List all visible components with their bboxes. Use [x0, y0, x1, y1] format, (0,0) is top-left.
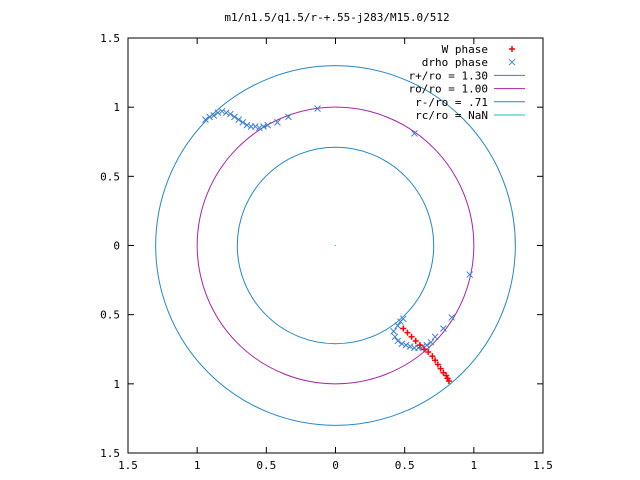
- drho-phase-point: [431, 333, 439, 341]
- y-tick-label: 1: [113, 101, 120, 114]
- w-phase-point: [400, 325, 407, 332]
- drho-phase-point: [466, 271, 474, 278]
- drho-phase-point: [314, 105, 321, 112]
- drho-phase-point: [256, 124, 263, 132]
- reference-circles: [155, 65, 516, 426]
- legend-w-phase: W phase: [442, 43, 515, 56]
- legend-r-plus: r+/ro = 1.30: [409, 69, 525, 82]
- drho-phase-point: [239, 119, 247, 126]
- legend-label: ro/ro = 1.00: [409, 83, 488, 96]
- x-tick-label: 0.5: [256, 459, 276, 472]
- ro-circle: [196, 106, 475, 385]
- drho-phase-point: [222, 109, 230, 117]
- drho-phase-point: [390, 327, 397, 335]
- r-plus-circle: [155, 65, 516, 426]
- x-tick-label: 1.5: [118, 459, 138, 472]
- w-phase-point: [425, 349, 432, 356]
- x-tick-label: 1: [471, 459, 478, 472]
- drho-phase-point: [264, 121, 272, 129]
- drho-phase-point: [231, 113, 238, 121]
- drho-phase-point: [260, 123, 267, 130]
- drho-phase-point: [227, 110, 234, 118]
- drho-phase-point: [274, 119, 281, 126]
- drho-phase-point: [427, 338, 435, 346]
- data-points: [202, 105, 474, 385]
- drho-phase-point: [402, 341, 410, 349]
- drho-phase-point: [423, 341, 431, 349]
- legend-r-minus: r-/ro = .71: [415, 96, 525, 109]
- drho-phase-point: [206, 113, 213, 121]
- drho-phase-point: [448, 314, 456, 321]
- drho-phase-point: [406, 343, 414, 350]
- w-phase-point: [421, 346, 428, 353]
- drho-phase-point: [410, 130, 418, 137]
- legend-marker: [508, 58, 516, 66]
- x-tick-label: 0.5: [395, 459, 415, 472]
- drho-phase-point: [235, 116, 243, 123]
- legend-ro: ro/ro = 1.00: [409, 83, 525, 96]
- drho-phase-point: [391, 333, 399, 341]
- y-tick-label: 0.5: [100, 170, 120, 183]
- w-phase-point: [412, 337, 419, 344]
- drho-phase-point: [399, 315, 407, 323]
- legend-label: r-/ro = .71: [415, 96, 488, 109]
- y-tick-label: 0: [113, 240, 120, 253]
- y-tick-label: 1.5: [100, 32, 120, 45]
- axis-tick-labels: 1.5 1 0.5 0 0.5 1 1.51.510.500.511.5: [100, 32, 553, 472]
- x-tick-label: 0: [332, 459, 339, 472]
- x-tick-label: 1: [194, 459, 201, 472]
- legend-label: drho phase: [422, 56, 488, 69]
- w-phase-point: [404, 329, 411, 336]
- w-phase-point: [416, 342, 423, 349]
- origin-dot: [334, 244, 337, 247]
- drho-phase-point: [202, 116, 209, 123]
- w-phase-point: [445, 378, 452, 385]
- legend-marker: [509, 46, 515, 52]
- legend-rc: rc/ro = NaN: [415, 109, 525, 122]
- w-phase-point: [434, 361, 441, 368]
- y-tick-label: 1.5: [100, 447, 120, 460]
- axis-ticks: [127, 37, 544, 454]
- chart-title: m1/n1.5/q1.5/r-+.55-j283/M15.0/512: [224, 11, 449, 24]
- drho-phase-point: [218, 107, 226, 115]
- drho-phase-point: [410, 344, 418, 352]
- w-phase-point: [408, 333, 415, 340]
- w-phase-point: [437, 365, 444, 372]
- r-minus-circle: [236, 146, 435, 345]
- legend-label: r+/ro = 1.30: [409, 69, 488, 82]
- drho-phase-point: [398, 340, 406, 348]
- drho-phase-point: [251, 123, 259, 130]
- drho-phase-point: [243, 121, 251, 129]
- w-phase-point: [440, 369, 447, 376]
- drho-phase-point: [210, 112, 218, 119]
- drho-phase-point: [440, 325, 447, 332]
- drho-phase-point: [394, 337, 402, 345]
- drho-phase-point: [214, 109, 222, 117]
- x-tick-label: 1.5: [533, 459, 553, 472]
- drho-phase-point: [285, 113, 292, 121]
- legend-drho-phase: drho phase: [422, 56, 516, 69]
- y-tick-label: 0.5: [100, 309, 120, 322]
- legend-label: rc/ro = NaN: [415, 109, 488, 122]
- drho-phase-point: [394, 322, 402, 330]
- w-phase-point: [429, 353, 436, 360]
- y-tick-label: 1: [113, 378, 120, 391]
- w-phase-point: [432, 357, 439, 364]
- legend-label: W phase: [442, 43, 488, 56]
